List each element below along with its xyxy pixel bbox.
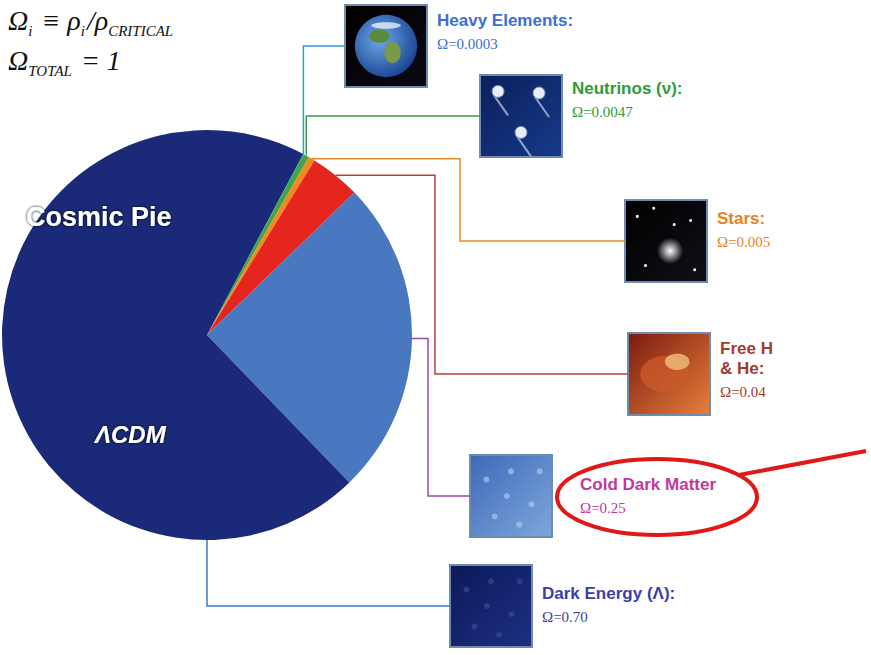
svg-text:Free H: Free H — [720, 339, 773, 358]
svg-text:Dark Energy (Λ):: Dark Energy (Λ): — [542, 584, 675, 603]
svg-text:Ω=0.0003: Ω=0.0003 — [437, 36, 498, 52]
svg-text:Ω=0.005: Ω=0.005 — [717, 234, 770, 250]
svg-text:= 1: = 1 — [74, 45, 121, 76]
svg-text:i: i — [81, 23, 85, 39]
svg-text:ΛCDM: ΛCDM — [93, 421, 167, 448]
svg-text:/ρ: /ρ — [85, 5, 108, 36]
svg-text:& He:: & He: — [720, 359, 764, 378]
svg-text:Neutrinos (ν):: Neutrinos (ν): — [572, 79, 683, 98]
svg-text:TOTAL: TOTAL — [28, 63, 72, 79]
svg-text:CRITICAL: CRITICAL — [108, 23, 173, 39]
svg-text:Ω: Ω — [8, 5, 28, 36]
svg-text:Ω=0.25: Ω=0.25 — [580, 500, 626, 516]
svg-text:≡ ρ: ≡ ρ — [34, 5, 80, 36]
svg-text:Ω: Ω — [8, 45, 28, 76]
svg-text:Ω=0.0047: Ω=0.0047 — [572, 104, 633, 120]
svg-text:Ω=0.70: Ω=0.70 — [542, 609, 588, 625]
svg-text:Heavy Elements:: Heavy Elements: — [437, 11, 573, 30]
svg-text:Cosmic Pie: Cosmic Pie — [26, 202, 172, 232]
svg-text:Cold Dark Matter: Cold Dark Matter — [580, 475, 716, 494]
svg-text:Stars:: Stars: — [717, 209, 765, 228]
svg-text:i: i — [28, 23, 32, 39]
svg-text:Ω=0.04: Ω=0.04 — [720, 384, 766, 400]
